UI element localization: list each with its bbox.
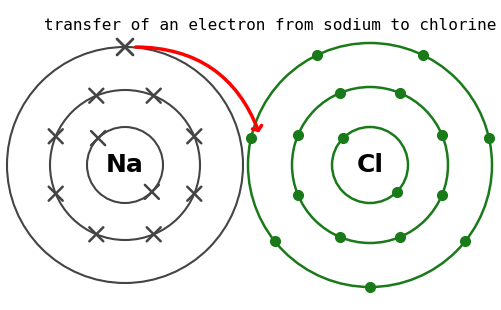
Text: Na: Na xyxy=(106,153,144,177)
Text: transfer of an electron from sodium to chlorine: transfer of an electron from sodium to c… xyxy=(44,18,496,33)
Text: Cl: Cl xyxy=(357,153,383,177)
